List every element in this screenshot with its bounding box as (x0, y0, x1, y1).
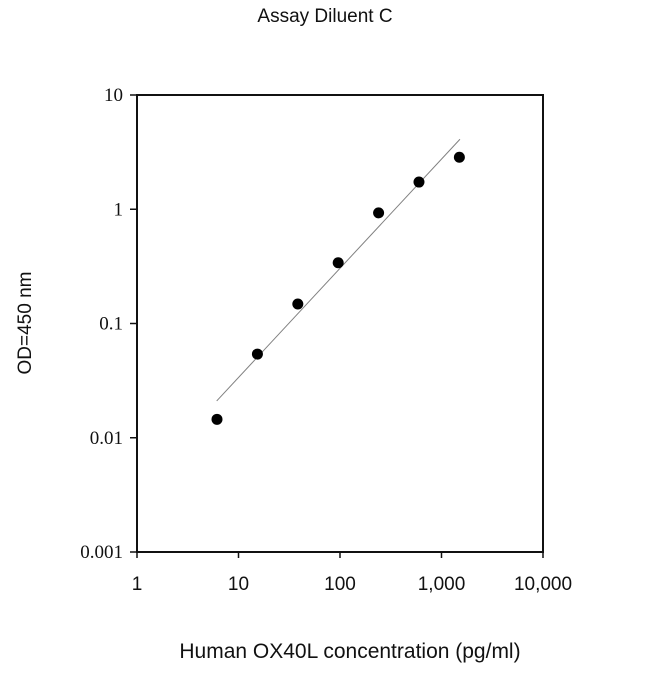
y-tick-label: 0.001 (80, 542, 123, 563)
axes (136, 94, 544, 553)
data-point (413, 176, 425, 188)
x-axis-label: Human OX40L concentration (pg/ml) (179, 640, 521, 663)
data-points (211, 151, 465, 425)
x-tick-label: 10,000 (514, 574, 572, 595)
data-point (453, 151, 465, 163)
regression-line (216, 138, 461, 402)
y-tick-label: 10 (104, 85, 123, 106)
data-point (211, 413, 223, 425)
x-tick-label: 1,000 (418, 574, 466, 595)
y-tick-label: 0.01 (90, 428, 123, 449)
y-tick-label: 1 (114, 199, 124, 220)
x-tick-label: 100 (324, 574, 356, 595)
fit-line (216, 138, 461, 402)
x-tick-label: 10 (228, 574, 249, 595)
data-point (332, 257, 344, 269)
plot-frame (136, 94, 544, 553)
y-tick-label: 0.1 (99, 314, 123, 335)
data-point (373, 207, 385, 219)
data-point (292, 298, 304, 310)
data-point (251, 348, 263, 360)
x-tick-label: 1 (132, 574, 143, 595)
axis-ticks: 0.001 0.01 0.1 1 10 1 10 100 1,000 10,000 (80, 85, 572, 595)
chart-title: Assay Diluent C (257, 6, 393, 27)
